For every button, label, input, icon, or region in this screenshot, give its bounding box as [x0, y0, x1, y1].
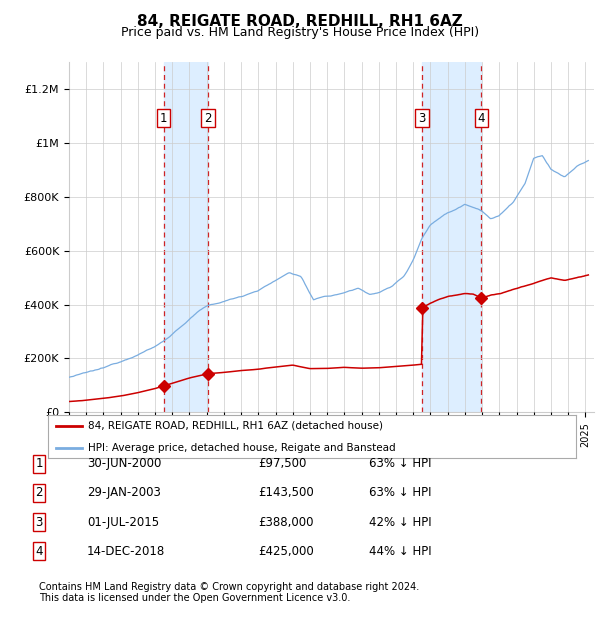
Text: 01-JUL-2015: 01-JUL-2015	[87, 516, 159, 528]
Text: 63% ↓ HPI: 63% ↓ HPI	[369, 487, 431, 499]
Text: 29-JAN-2003: 29-JAN-2003	[87, 487, 161, 499]
Text: 3: 3	[35, 516, 43, 528]
Text: 84, REIGATE ROAD, REDHILL, RH1 6AZ: 84, REIGATE ROAD, REDHILL, RH1 6AZ	[137, 14, 463, 29]
Text: 2: 2	[205, 112, 212, 125]
Text: 4: 4	[478, 112, 485, 125]
Text: £97,500: £97,500	[258, 458, 307, 470]
Text: 14-DEC-2018: 14-DEC-2018	[87, 545, 165, 557]
Text: This data is licensed under the Open Government Licence v3.0.: This data is licensed under the Open Gov…	[39, 593, 350, 603]
Text: 4: 4	[35, 545, 43, 557]
Text: 3: 3	[418, 112, 425, 125]
Text: 30-JUN-2000: 30-JUN-2000	[87, 458, 161, 470]
Text: 1: 1	[35, 458, 43, 470]
Text: 1: 1	[160, 112, 167, 125]
Text: 84, REIGATE ROAD, REDHILL, RH1 6AZ (detached house): 84, REIGATE ROAD, REDHILL, RH1 6AZ (deta…	[88, 421, 383, 431]
Text: £388,000: £388,000	[258, 516, 314, 528]
Text: 44% ↓ HPI: 44% ↓ HPI	[369, 545, 431, 557]
Bar	[422, 62, 481, 412]
Text: Contains HM Land Registry data © Crown copyright and database right 2024.: Contains HM Land Registry data © Crown c…	[39, 582, 419, 592]
Text: £425,000: £425,000	[258, 545, 314, 557]
Text: HPI: Average price, detached house, Reigate and Banstead: HPI: Average price, detached house, Reig…	[88, 443, 395, 453]
Bar	[164, 62, 208, 412]
Text: £143,500: £143,500	[258, 487, 314, 499]
Text: Price paid vs. HM Land Registry's House Price Index (HPI): Price paid vs. HM Land Registry's House …	[121, 26, 479, 39]
Text: 42% ↓ HPI: 42% ↓ HPI	[369, 516, 431, 528]
Text: 63% ↓ HPI: 63% ↓ HPI	[369, 458, 431, 470]
Text: 2: 2	[35, 487, 43, 499]
